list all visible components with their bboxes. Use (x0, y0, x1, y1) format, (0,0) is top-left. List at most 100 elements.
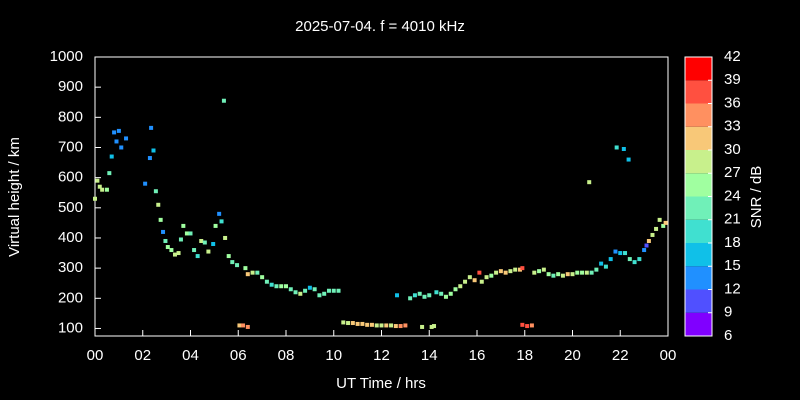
point (537, 269, 542, 274)
point (116, 128, 121, 133)
point (489, 273, 494, 278)
point (637, 257, 642, 262)
point (632, 260, 637, 265)
point (336, 288, 341, 293)
point (626, 157, 631, 162)
point (112, 130, 117, 135)
point (124, 136, 129, 141)
point (161, 229, 166, 234)
point (393, 324, 398, 329)
point (650, 232, 655, 237)
point (226, 254, 231, 259)
point (223, 235, 228, 240)
x-tick-label: 16 (469, 347, 486, 364)
point (322, 291, 327, 296)
point (360, 321, 365, 326)
point (556, 272, 561, 277)
x-tick-label: 20 (564, 347, 581, 364)
point (245, 324, 250, 329)
x-tick-label: 02 (134, 347, 151, 364)
point (384, 323, 389, 328)
colorbar-tick-label: 30 (724, 141, 741, 158)
point (250, 270, 255, 275)
point (298, 291, 303, 296)
colorbar-band (685, 103, 712, 127)
point (587, 180, 592, 185)
colorbar-band (685, 219, 712, 243)
point (158, 217, 163, 222)
point (594, 267, 599, 272)
point (508, 269, 513, 274)
point (395, 293, 400, 298)
point (241, 323, 246, 328)
point (448, 291, 453, 296)
point (429, 324, 434, 329)
colorbar-band (685, 126, 712, 150)
colorbar-band (685, 243, 712, 267)
point (646, 238, 651, 243)
colorbar-label: SNR / dB (748, 166, 765, 229)
y-tick-label: 400 (58, 229, 83, 246)
point (303, 288, 308, 293)
colorbar-band (685, 80, 712, 104)
point (614, 145, 619, 150)
point (147, 156, 152, 161)
point (412, 293, 417, 298)
point (541, 267, 546, 272)
colorbar-tick-label: 36 (724, 94, 741, 111)
point (365, 322, 370, 327)
point (355, 321, 360, 326)
point (274, 284, 279, 289)
point (575, 270, 580, 275)
point (192, 248, 197, 253)
x-axis-label: UT Time / hrs (336, 375, 426, 392)
point (346, 321, 351, 326)
point (439, 291, 444, 296)
colorbar-band (685, 312, 712, 336)
point (260, 275, 265, 280)
point (603, 264, 608, 269)
point (350, 321, 355, 326)
point (432, 324, 437, 329)
point (484, 275, 489, 280)
point (479, 279, 484, 284)
y-axis-label: Virtual height / km (6, 137, 23, 257)
point (206, 249, 211, 254)
colorbar-tick-label: 21 (724, 211, 741, 228)
point (151, 148, 156, 153)
point (623, 251, 628, 256)
point (443, 294, 448, 299)
point (341, 320, 346, 325)
point (369, 322, 374, 327)
point (453, 287, 458, 292)
point (93, 196, 97, 201)
point (284, 284, 288, 289)
point (627, 257, 632, 262)
point (326, 288, 331, 293)
y-tick-label: 300 (58, 259, 83, 276)
x-tick-label: 06 (230, 347, 247, 364)
point (331, 288, 336, 293)
colorbar-band (685, 196, 712, 220)
x-tick-label: 14 (421, 347, 438, 364)
point (221, 98, 226, 103)
point (379, 323, 384, 328)
point (95, 178, 100, 183)
point (163, 238, 168, 243)
point (403, 323, 408, 328)
point (184, 231, 189, 236)
point (525, 324, 530, 329)
colorbar-tick-label: 15 (724, 257, 741, 274)
colorbar-tick-label: 18 (724, 234, 741, 251)
point (570, 272, 575, 277)
point (420, 324, 425, 329)
colorbar-band (685, 57, 712, 81)
point (498, 269, 503, 274)
x-tick-label: 22 (612, 347, 629, 364)
point (176, 251, 181, 256)
colorbar-tick-label: 33 (724, 118, 741, 135)
y-tick-label: 900 (58, 78, 83, 95)
point (398, 324, 403, 329)
point (529, 323, 534, 328)
point (565, 272, 570, 277)
